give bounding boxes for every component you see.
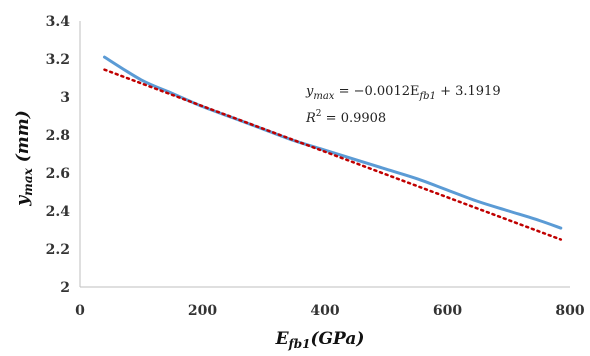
trendline-equation: ymax = −0.0012Efb1 + 3.1919	[305, 84, 501, 102]
trendline	[103, 68, 563, 241]
x-tick-label: 400	[310, 303, 339, 319]
y-tick-label: 2.8	[46, 128, 70, 144]
x-tick-label: 600	[433, 303, 462, 319]
y-tick-label: 2.4	[46, 204, 71, 220]
data-series-line	[103, 55, 563, 230]
x-tick-label: 200	[188, 303, 217, 319]
x-axis-title: Efb1(GPa)	[275, 329, 365, 351]
equation-intercept: + 3.1919	[436, 84, 501, 99]
x-tick-label: 800	[555, 303, 584, 319]
y-tick-label: 2.2	[46, 242, 70, 258]
equation-slope: = −0.0012E	[334, 84, 419, 99]
y-tick-label: 3.2	[46, 52, 70, 68]
y-axis-title-unit: (mm)	[13, 110, 33, 168]
r-squared-exponent: 2	[316, 109, 322, 119]
equation-lhs: y	[305, 84, 314, 99]
x-axis-title-subscript: fb1	[288, 337, 311, 351]
y-axis-title-subscript: max	[21, 167, 35, 195]
x-axis-title-main: E	[275, 329, 290, 349]
x-tick-label: 0	[75, 303, 85, 319]
r-squared-r: R	[305, 111, 316, 126]
y-tick-label: 3	[60, 90, 70, 106]
y-axis-title-main: y	[13, 195, 33, 207]
x-axis-title-unit: (GPa)	[310, 329, 364, 349]
y-tick-label: 2.6	[46, 166, 70, 182]
equation-rhs-subscript: fb1	[418, 91, 435, 102]
y-tick-label: 2	[60, 280, 70, 296]
r-squared-label: R2 = 0.9908	[305, 109, 386, 126]
y-tick-label: 3.4	[46, 14, 71, 30]
r-squared-value: = 0.9908	[322, 111, 387, 126]
plot-area: 2 2.2 2.4 2.6 2.8 3 3.2 3.4 0 200 400 600 800	[46, 14, 585, 319]
equation-lhs-subscript: max	[313, 91, 334, 102]
y-axis-title: ymax (mm)	[13, 110, 35, 207]
